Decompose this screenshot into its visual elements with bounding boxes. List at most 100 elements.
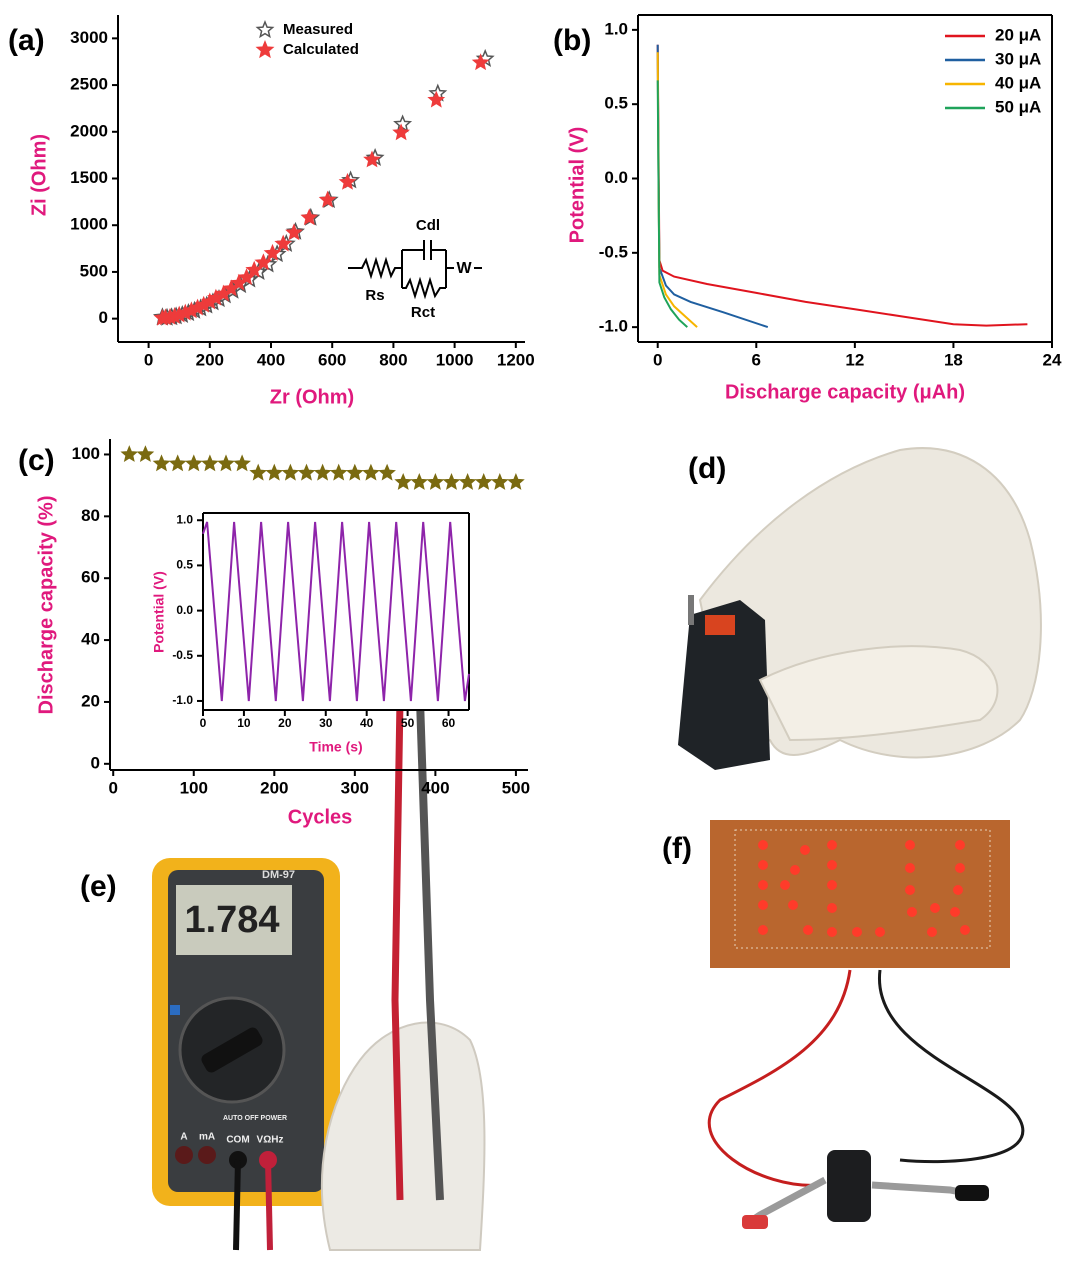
- x-tick-label: 200: [196, 350, 224, 369]
- y-tick-label: 0.5: [176, 558, 193, 572]
- data-point: [274, 234, 293, 252]
- data-line: [202, 521, 470, 702]
- data-point: [474, 472, 493, 490]
- data-point: [313, 463, 332, 481]
- data-point: [201, 454, 219, 472]
- data-point: [378, 463, 396, 481]
- y-tick-label: 1.0: [604, 19, 628, 38]
- data-point: [281, 463, 300, 481]
- jack: [175, 1146, 193, 1164]
- circuit-label: Rct: [411, 304, 435, 321]
- x-tick-label: 12: [845, 350, 864, 369]
- led: [827, 880, 837, 890]
- meter-model: DM-97: [262, 869, 295, 881]
- x-tick-label: 10: [237, 716, 251, 730]
- data-point: [136, 445, 155, 462]
- led: [758, 900, 768, 910]
- glove-finger: [758, 645, 999, 742]
- y-tick-label: 20: [81, 691, 100, 710]
- x-tick-label: 400: [257, 350, 285, 369]
- data-line: [656, 52, 698, 328]
- jack-label: COM: [226, 1135, 249, 1146]
- led: [790, 865, 800, 875]
- led: [905, 885, 915, 895]
- jack: [198, 1146, 216, 1164]
- data-point: [507, 472, 525, 490]
- y-tick-label: -1.0: [172, 693, 193, 707]
- led: [827, 860, 837, 870]
- led: [953, 885, 963, 895]
- battery: [827, 1150, 871, 1222]
- data-point: [254, 253, 273, 271]
- legend-label: Calculated: [283, 41, 359, 58]
- data-point: [410, 472, 429, 490]
- data-point: [345, 463, 364, 481]
- data-point: [471, 53, 490, 71]
- data-point: [458, 472, 477, 490]
- led: [907, 907, 917, 917]
- led: [827, 840, 837, 850]
- y-axis-title: Discharge capacity (%): [35, 496, 57, 715]
- x-tick-label: 1200: [497, 350, 535, 369]
- data-point: [120, 445, 139, 462]
- panel-label: (e): [80, 870, 117, 903]
- y-tick-label: 2000: [70, 121, 108, 140]
- led: [827, 903, 837, 913]
- led: [758, 860, 768, 870]
- data-point: [442, 472, 461, 490]
- y-tick-label: 0: [91, 753, 100, 772]
- x-tick-label: 600: [318, 350, 346, 369]
- panel-label: (f): [662, 832, 692, 865]
- battery-switch: [705, 615, 735, 635]
- x-tick-label: 40: [360, 716, 374, 730]
- x-axis-title: Discharge capacity (μAh): [725, 381, 965, 403]
- circuit-label: Rs: [365, 287, 384, 304]
- led: [827, 927, 837, 937]
- circuit-diagram: [348, 240, 482, 300]
- data-point: [426, 472, 445, 490]
- x-tick-label: 30: [319, 716, 333, 730]
- y-tick-label: 60: [81, 568, 100, 587]
- button: [170, 1005, 180, 1015]
- probe-red: [391, 649, 404, 1201]
- jack-label: A: [180, 1132, 187, 1143]
- x-tick-label: 800: [379, 350, 407, 369]
- pcb: [710, 820, 1010, 968]
- x-axis-title: Cycles: [288, 806, 353, 828]
- led: [803, 925, 813, 935]
- legend-marker: [255, 40, 275, 59]
- panel-label: (d): [688, 452, 726, 485]
- battery-body: [678, 600, 770, 770]
- data-point: [338, 172, 357, 190]
- data-line: [656, 80, 688, 328]
- x-tick-label: 0: [144, 350, 153, 369]
- x-tick-label: 18: [944, 350, 963, 369]
- led: [905, 840, 915, 850]
- lead-red: [265, 1159, 273, 1251]
- led: [800, 845, 810, 855]
- x-axis-title: Time (s): [309, 739, 362, 755]
- data-point: [394, 473, 413, 490]
- x-tick-label: 500: [502, 778, 530, 797]
- photo-battery: [678, 447, 1042, 770]
- led: [852, 927, 862, 937]
- x-tick-label: 400: [421, 778, 449, 797]
- glove: [320, 1021, 486, 1251]
- y-tick-label: -1.0: [599, 317, 628, 336]
- dial-knob: [201, 1027, 263, 1073]
- data-point: [233, 454, 251, 472]
- led: [758, 880, 768, 890]
- x-tick-label: 0: [200, 716, 207, 730]
- data-point: [249, 463, 268, 481]
- x-tick-label: 300: [341, 778, 369, 797]
- y-tick-label: 100: [72, 444, 100, 463]
- resistor-rs: [348, 256, 402, 280]
- clip-sleeve: [955, 1185, 989, 1201]
- data-line: [656, 44, 1028, 327]
- panel-label: (c): [18, 444, 55, 477]
- led: [875, 927, 885, 937]
- legend-label: Measured: [283, 21, 353, 38]
- x-axis-title: Zr (Ohm): [270, 386, 354, 408]
- wire-red: [707, 969, 852, 1187]
